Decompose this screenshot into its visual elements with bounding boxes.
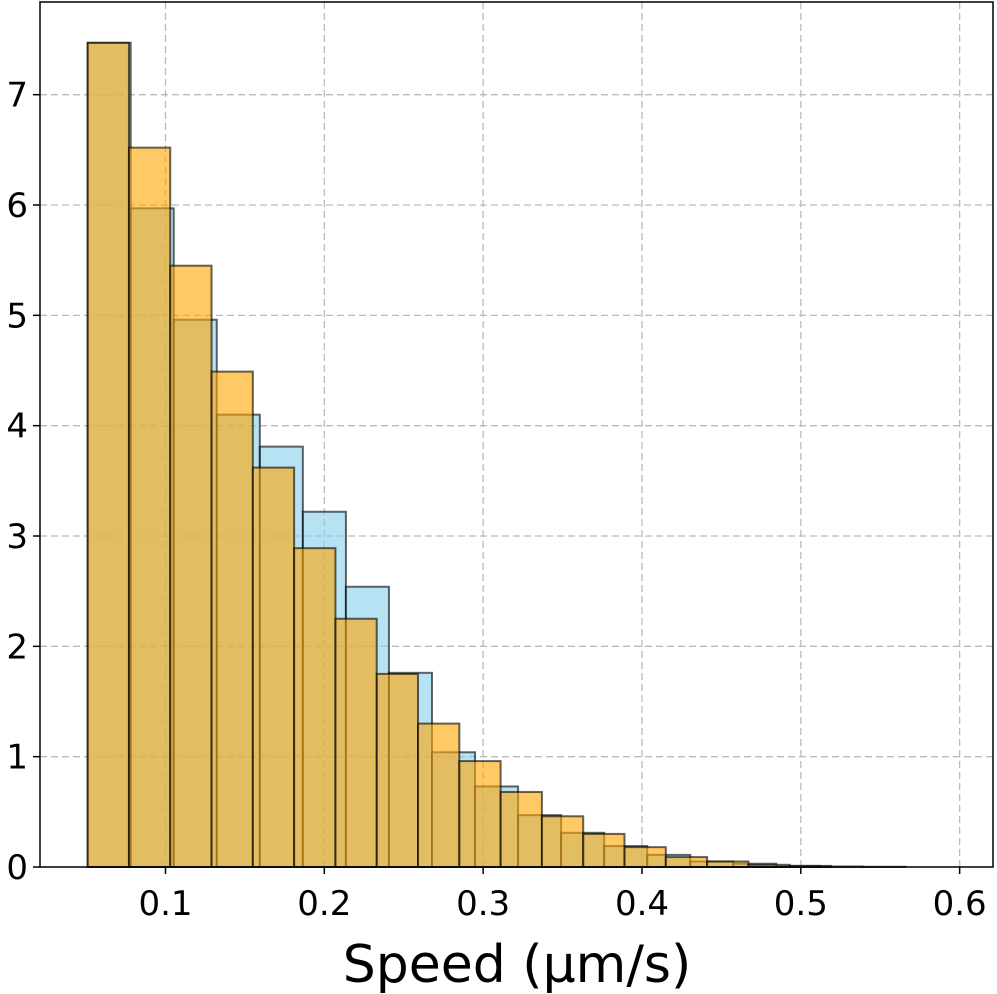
histogram-bar <box>375 672 420 868</box>
y-tick-label: 3 <box>6 517 28 557</box>
histogram-bar <box>540 815 585 868</box>
histogram-bar <box>169 264 213 868</box>
y-tick-label: 0 <box>6 848 28 888</box>
histogram-bar <box>582 832 626 869</box>
histogram-bar <box>210 370 254 868</box>
histogram-bar <box>127 146 172 868</box>
y-tick-label: 2 <box>6 627 28 667</box>
plot-frame <box>39 1 994 868</box>
histogram-bar <box>664 856 709 868</box>
x-tick-label: 0.2 <box>297 884 351 924</box>
histogram-bar <box>458 760 502 868</box>
histogram-bar <box>334 617 378 869</box>
histogram-bar <box>251 466 296 868</box>
y-tick-label: 6 <box>6 186 28 226</box>
y-tick-label: 5 <box>6 296 28 336</box>
histogram-bar <box>86 41 130 869</box>
histogram-bar <box>499 790 543 868</box>
histogram-bar <box>417 722 461 868</box>
y-tick-label: 1 <box>6 738 28 778</box>
histogram-bar <box>706 860 750 868</box>
x-tick-label: 0.6 <box>933 884 987 924</box>
x-tick-label: 0.1 <box>138 884 192 924</box>
x-tick-label: 0.3 <box>456 884 510 924</box>
y-tick-label: 7 <box>6 76 28 116</box>
histogram-bar <box>623 846 667 869</box>
y-tick-label: 4 <box>6 407 28 447</box>
x-axis-label: Speed (μm/s) <box>343 935 691 994</box>
x-tick-label: 0.5 <box>774 884 828 924</box>
histogram-bar <box>293 547 337 869</box>
x-tick-label: 0.4 <box>615 884 669 924</box>
